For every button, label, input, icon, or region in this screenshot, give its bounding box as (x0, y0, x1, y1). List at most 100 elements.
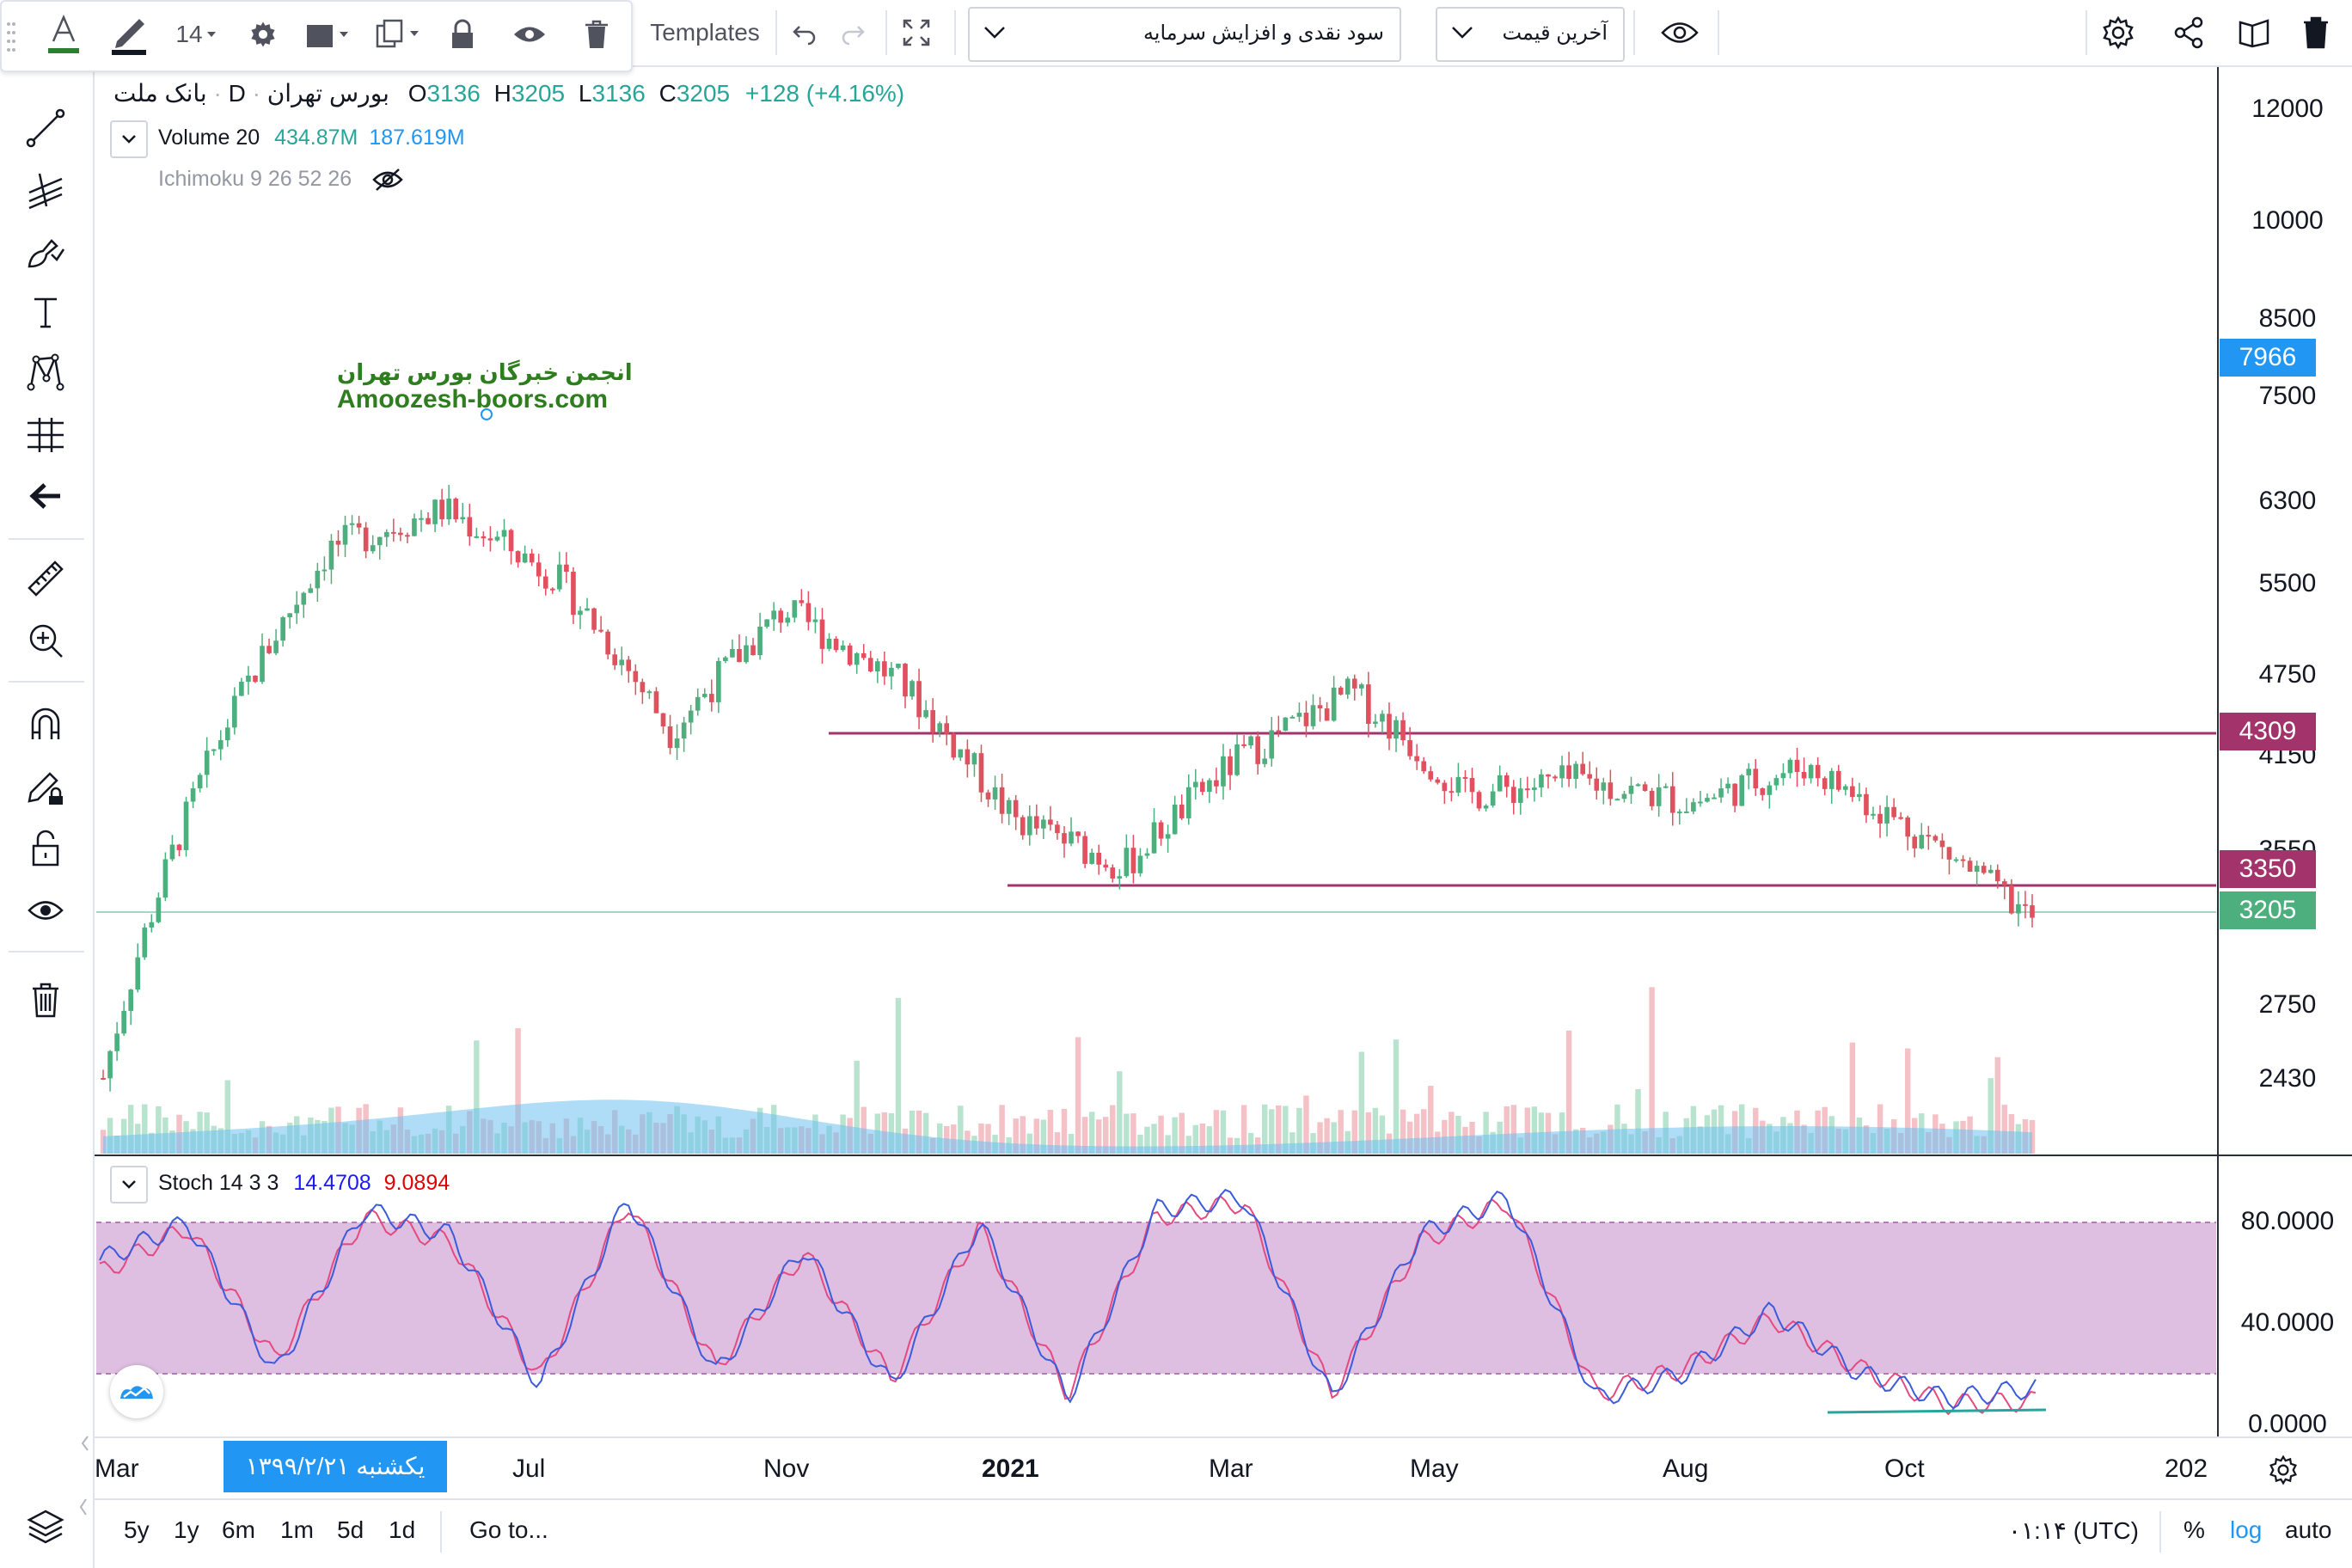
auto-toggle[interactable]: auto (2285, 1516, 2332, 1543)
text-color-icon[interactable] (40, 10, 88, 58)
prediction-measure-icon[interactable] (19, 407, 72, 461)
candle-body (335, 540, 341, 545)
pattern-icon[interactable] (19, 346, 72, 399)
range-5y[interactable]: 5y (124, 1516, 150, 1543)
stoch-legend[interactable]: Stoch 14 3 3 14.4708 9.0894 (158, 1171, 450, 1196)
resistance-price-tag: 4309 (2220, 713, 2316, 750)
candle-body (867, 658, 873, 671)
drag-handle-icon[interactable] (7, 21, 15, 52)
collapse-legend-button[interactable] (110, 120, 148, 158)
range-1y[interactable]: 1y (174, 1516, 199, 1543)
candle-body (1739, 775, 1744, 806)
candle-body (1504, 775, 1510, 787)
text-tool-icon[interactable] (19, 285, 72, 339)
fullscreen-icon[interactable] (894, 9, 939, 57)
symbol-legend[interactable]: بانک ملت · D · بورس تهران O3136 H3205 L3… (113, 80, 905, 107)
candle-body (1497, 775, 1503, 792)
book-icon[interactable] (2228, 9, 2280, 57)
candle-body (322, 569, 328, 572)
line-color-icon[interactable] (105, 10, 153, 58)
candle-body (951, 733, 957, 758)
volume-bar (1124, 1113, 1130, 1154)
lock-icon[interactable] (438, 10, 487, 58)
candle-body (1221, 756, 1226, 787)
tradingview-logo-icon[interactable] (110, 1365, 163, 1418)
visibility-eye-icon[interactable] (505, 10, 554, 58)
candle-body (460, 517, 466, 520)
goto-button[interactable]: Go to... (469, 1516, 548, 1543)
price-axis-label: 10000 (2251, 206, 2324, 235)
percent-toggle[interactable]: % (2184, 1516, 2205, 1543)
range-1m[interactable]: 1m (280, 1516, 314, 1543)
candle-body (522, 553, 528, 563)
axis-settings-gear-icon[interactable] (2268, 1455, 2299, 1485)
chevron-down-icon (122, 135, 136, 144)
clone-icon[interactable] (370, 10, 426, 58)
divider (2159, 1511, 2161, 1553)
brush-icon[interactable] (19, 225, 72, 279)
price-axis-label: 8500 (2258, 304, 2317, 333)
candle-body (1400, 720, 1406, 741)
background-fill-icon[interactable] (299, 10, 356, 58)
candle-body (1705, 798, 1710, 802)
magnet-icon[interactable] (19, 698, 72, 751)
eye-icon[interactable] (1654, 9, 1706, 57)
trend-line-icon[interactable] (19, 101, 72, 155)
range-5d[interactable]: 5d (337, 1516, 364, 1543)
lock-drawings-pencil-icon[interactable] (19, 760, 72, 813)
candle-body (542, 576, 548, 589)
ruler-icon[interactable] (19, 552, 72, 605)
ichimoku-legend[interactable]: Ichimoku 9 26 52 26 (158, 167, 404, 192)
volume-value: 434.87M (274, 126, 358, 150)
trash-icon[interactable] (2290, 9, 2342, 57)
candle-body (792, 600, 798, 618)
pitchfork-icon[interactable] (19, 163, 72, 217)
candle-body (1428, 771, 1434, 780)
templates-label: Templates (650, 19, 760, 46)
collapse-stoch-button[interactable] (110, 1166, 148, 1204)
volume-bar (1047, 1110, 1054, 1154)
candle-body (1601, 782, 1607, 791)
candle-body (1089, 852, 1094, 864)
candle-body (1296, 713, 1302, 717)
watermark-persian: انجمن خبرگان بورس تهران (337, 359, 633, 385)
object-tree-layers-icon[interactable] (19, 1499, 72, 1553)
candle-body (598, 629, 603, 632)
share-icon[interactable] (2163, 9, 2214, 57)
candle-body (1580, 763, 1586, 775)
hidden-eye-icon[interactable] (371, 168, 404, 192)
indicator-select[interactable]: سود نقدی و افزایش سرمایه (968, 7, 1401, 62)
font-size-select[interactable]: 14 (170, 10, 222, 58)
range-6m[interactable]: 6m (222, 1516, 255, 1543)
candle-body (204, 750, 210, 775)
volume-bar (1428, 1086, 1434, 1154)
range-1d[interactable]: 1d (389, 1516, 416, 1543)
volume-bar (1269, 1109, 1275, 1154)
log-toggle[interactable]: log (2230, 1516, 2263, 1543)
candle-body (1939, 840, 1945, 848)
templates-button[interactable]: Templates (645, 9, 765, 57)
candle-body (1981, 866, 1987, 873)
back-arrow-icon[interactable] (19, 469, 72, 523)
delete-icon[interactable] (573, 10, 621, 58)
unlock-icon[interactable] (19, 822, 72, 875)
hide-drawings-eye-icon[interactable] (19, 884, 72, 937)
collapse-toolbar-chevron-icon[interactable] (77, 1494, 89, 1520)
scroll-left-chevron-icon[interactable] (79, 1432, 91, 1455)
undo-icon[interactable] (784, 9, 825, 57)
gear-icon[interactable] (239, 10, 287, 58)
candle-body (1753, 769, 1759, 789)
price-type-select[interactable]: آخرین قیمت (1436, 7, 1625, 62)
remove-drawings-trash-icon[interactable] (19, 973, 72, 1026)
candle-body (349, 523, 355, 525)
volume-legend[interactable]: Volume 20 434.87M 187.619M (158, 126, 465, 150)
candle-body (1539, 774, 1544, 788)
redo-icon[interactable] (832, 9, 873, 57)
candle-body (1510, 787, 1516, 803)
zoom-in-icon[interactable] (19, 614, 72, 667)
candle-body (958, 749, 964, 758)
settings-gear-icon[interactable] (2092, 9, 2144, 57)
candle-body (377, 536, 383, 546)
utc-clock[interactable]: ۰۱:۱۴ (UTC) (2008, 1517, 2139, 1544)
